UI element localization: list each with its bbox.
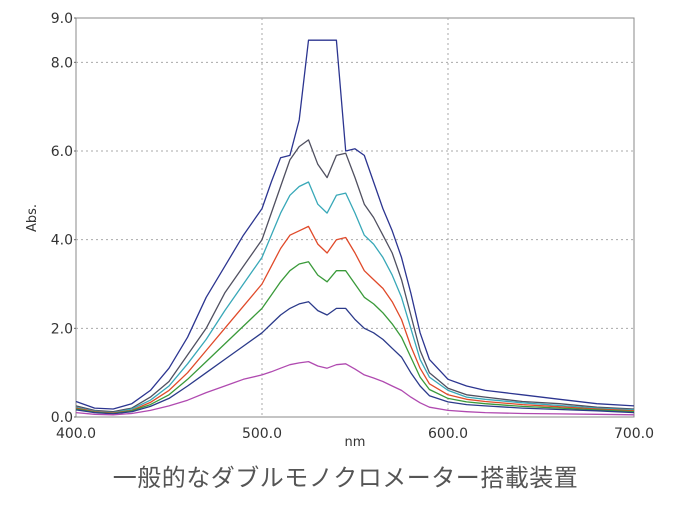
- absorbance-chart: 0.02.04.06.08.09.0 400.0 500.0 600.0 700.0 …: [25, 11, 654, 450]
- x-tick-label: 700.0: [614, 426, 654, 442]
- gridlines: [76, 18, 634, 417]
- series-line-7: [75, 360, 635, 416]
- y-tick-label: 6.0: [51, 144, 73, 160]
- x-axis-label: nm: [345, 435, 366, 450]
- y-axis-label: Abs.: [25, 204, 40, 232]
- series-line-2: [75, 139, 635, 413]
- y-axis-ticks: 0.0 2.0 4.0 6.0 8.0 9.0: [51, 11, 76, 426]
- y-tick-label: 4.0: [51, 233, 73, 249]
- spectra-series: [75, 39, 635, 416]
- x-tick-label: 400.0: [56, 426, 96, 442]
- series-line-6: [75, 301, 635, 415]
- figure-caption: 一般的なダブルモノクロメーター搭載装置: [112, 464, 579, 492]
- x-axis-ticks: 400.0 500.0 600.0 700.0: [56, 426, 654, 442]
- x-tick-label: 600.0: [428, 426, 468, 442]
- y-tick-label: 9.0: [51, 11, 73, 27]
- x-tick-label: 500.0: [242, 426, 282, 442]
- series-line-5: [75, 261, 635, 415]
- plot-area: [75, 17, 635, 418]
- series-line-3: [75, 181, 635, 414]
- y-tick-label: 8.0: [51, 55, 73, 71]
- series-line-4: [75, 225, 635, 414]
- y-tick-label: 2.0: [51, 321, 73, 337]
- y-tick-label: 0.0: [51, 410, 73, 426]
- series-line-1: [75, 39, 635, 410]
